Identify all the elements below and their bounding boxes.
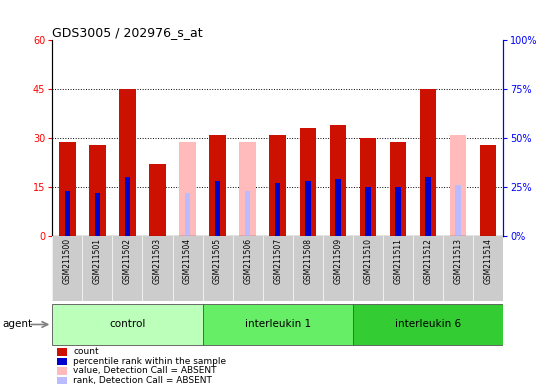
Bar bbox=[275, 183, 280, 236]
Bar bbox=[420, 89, 436, 236]
Text: count: count bbox=[74, 348, 99, 356]
Text: GSM211503: GSM211503 bbox=[153, 238, 162, 284]
Text: interleukin 6: interleukin 6 bbox=[395, 319, 461, 329]
Bar bbox=[210, 135, 226, 236]
Text: GSM211510: GSM211510 bbox=[364, 238, 372, 284]
Text: GSM211502: GSM211502 bbox=[123, 238, 132, 284]
Bar bbox=[57, 367, 67, 374]
Bar bbox=[64, 191, 70, 236]
Bar bbox=[185, 193, 190, 236]
Text: agent: agent bbox=[3, 319, 33, 329]
Text: interleukin 1: interleukin 1 bbox=[245, 319, 311, 329]
Bar bbox=[245, 191, 250, 236]
Bar bbox=[390, 142, 406, 236]
Text: GSM211513: GSM211513 bbox=[454, 238, 463, 284]
Text: GSM211511: GSM211511 bbox=[393, 238, 403, 284]
Bar bbox=[119, 89, 136, 236]
Bar bbox=[59, 142, 75, 236]
Text: GSM211506: GSM211506 bbox=[243, 238, 252, 284]
Bar bbox=[480, 145, 497, 236]
Bar bbox=[239, 142, 256, 236]
Text: GSM211507: GSM211507 bbox=[273, 238, 282, 284]
Text: percentile rank within the sample: percentile rank within the sample bbox=[74, 357, 227, 366]
Bar bbox=[353, 304, 503, 345]
Bar bbox=[305, 181, 311, 236]
Bar bbox=[57, 348, 67, 356]
Text: GSM211501: GSM211501 bbox=[93, 238, 102, 284]
Bar bbox=[89, 145, 106, 236]
Bar bbox=[360, 138, 376, 236]
Text: GSM211505: GSM211505 bbox=[213, 238, 222, 284]
Text: GSM211514: GSM211514 bbox=[483, 238, 493, 284]
Bar bbox=[300, 128, 316, 236]
Bar bbox=[395, 187, 401, 236]
Text: GDS3005 / 202976_s_at: GDS3005 / 202976_s_at bbox=[52, 26, 203, 39]
Bar bbox=[179, 142, 196, 236]
Text: GSM211500: GSM211500 bbox=[63, 238, 72, 284]
Text: rank, Detection Call = ABSENT: rank, Detection Call = ABSENT bbox=[74, 376, 212, 384]
Bar bbox=[57, 377, 67, 384]
Bar bbox=[95, 193, 100, 236]
Text: GSM211512: GSM211512 bbox=[424, 238, 433, 284]
Bar bbox=[480, 145, 497, 236]
Bar bbox=[335, 179, 340, 236]
Text: value, Detection Call = ABSENT: value, Detection Call = ABSENT bbox=[74, 366, 217, 376]
Bar bbox=[455, 185, 461, 236]
Bar bbox=[125, 177, 130, 236]
Bar bbox=[425, 177, 431, 236]
Bar bbox=[52, 304, 202, 345]
Text: GSM211509: GSM211509 bbox=[333, 238, 343, 284]
Bar bbox=[270, 135, 286, 236]
Bar bbox=[215, 181, 221, 236]
Text: GSM211504: GSM211504 bbox=[183, 238, 192, 284]
Bar bbox=[57, 358, 67, 365]
Bar bbox=[202, 304, 353, 345]
Bar bbox=[329, 125, 346, 236]
Bar bbox=[149, 164, 166, 236]
Bar bbox=[450, 135, 466, 236]
Text: control: control bbox=[109, 319, 146, 329]
Text: GSM211508: GSM211508 bbox=[303, 238, 312, 284]
Bar bbox=[365, 187, 371, 236]
